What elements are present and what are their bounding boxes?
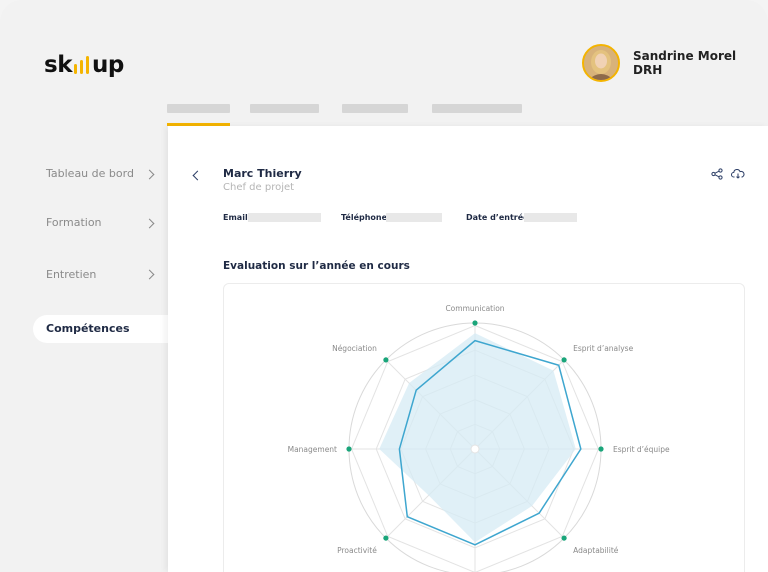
entry-date-label: Date d’entrée (466, 213, 529, 222)
radar-axis-label: Management (288, 445, 337, 454)
radar-grid-ring (350, 324, 600, 572)
chevron-right-icon (144, 218, 155, 229)
email-label: Email (223, 213, 248, 222)
sidebar-item-label: Compétences (46, 322, 130, 335)
sidebar-item-competences[interactable] (33, 315, 168, 343)
phone-label: Téléphone (341, 213, 388, 222)
logo-prefix: sk (44, 52, 73, 78)
radar-axis-label: Communication (445, 304, 504, 313)
entry-date-value-placeholder (524, 213, 577, 222)
logo[interactable]: sk up (44, 46, 124, 80)
share-icon[interactable] (711, 168, 723, 180)
radar-axis-marker (561, 357, 567, 363)
radar-axis-marker (598, 446, 604, 452)
user-profile[interactable]: Sandrine Morel DRH (582, 44, 736, 82)
radar-chart: Communication Esprit d’analyse Esprit d’éq… (288, 304, 670, 572)
sidebar-item-label: Formation (46, 216, 102, 229)
radar-axis-marker (383, 535, 389, 541)
sidebar-item-tableau-de-bord[interactable]: Tableau de bord (46, 167, 134, 180)
radar-axis-marker (472, 320, 478, 326)
employee-name: Marc Thierry (223, 167, 302, 180)
sidebar-item-label: Entretien (46, 268, 97, 281)
evaluation-title: Evaluation sur l’année en cours (223, 260, 410, 272)
radar-axis-label: Esprit d’équipe (613, 445, 670, 454)
employee-role: Chef de projet (223, 182, 295, 193)
avatar[interactable] (582, 44, 620, 82)
sidebar-item-formation[interactable]: Formation (46, 216, 102, 229)
radar-axis-marker (383, 357, 389, 363)
logo-bars (74, 56, 89, 74)
sidebar-item-label: Tableau de bord (46, 167, 134, 180)
cloud-download-icon[interactable] (731, 168, 745, 180)
radar-axis-label: Esprit d’analyse (573, 344, 633, 353)
tab-3[interactable] (342, 104, 408, 113)
tab-4[interactable] (432, 104, 522, 113)
sidebar-item-entretien[interactable]: Entretien (46, 268, 96, 281)
logo-suffix: up (92, 52, 124, 78)
active-tab-indicator (167, 123, 230, 126)
chevron-right-icon (144, 169, 155, 180)
radar-series-area (379, 333, 576, 543)
phone-value-placeholder (386, 213, 442, 222)
user-name: Sandrine Morel (633, 49, 737, 63)
email-value-placeholder (248, 213, 321, 222)
user-role: DRH (633, 63, 663, 77)
radar-center (470, 444, 480, 454)
radar-axis-marker (346, 446, 352, 452)
chevron-right-icon (144, 269, 155, 280)
radar-axis-label: Proactivité (337, 546, 377, 555)
radar-axis-marker (561, 535, 567, 541)
tab-2[interactable] (250, 104, 319, 113)
tab-1[interactable] (167, 104, 230, 113)
radar-series-line (398, 339, 582, 546)
radar-axis-label: Négociation (332, 344, 377, 353)
radar-axis-label: Adaptabilité (573, 546, 619, 555)
